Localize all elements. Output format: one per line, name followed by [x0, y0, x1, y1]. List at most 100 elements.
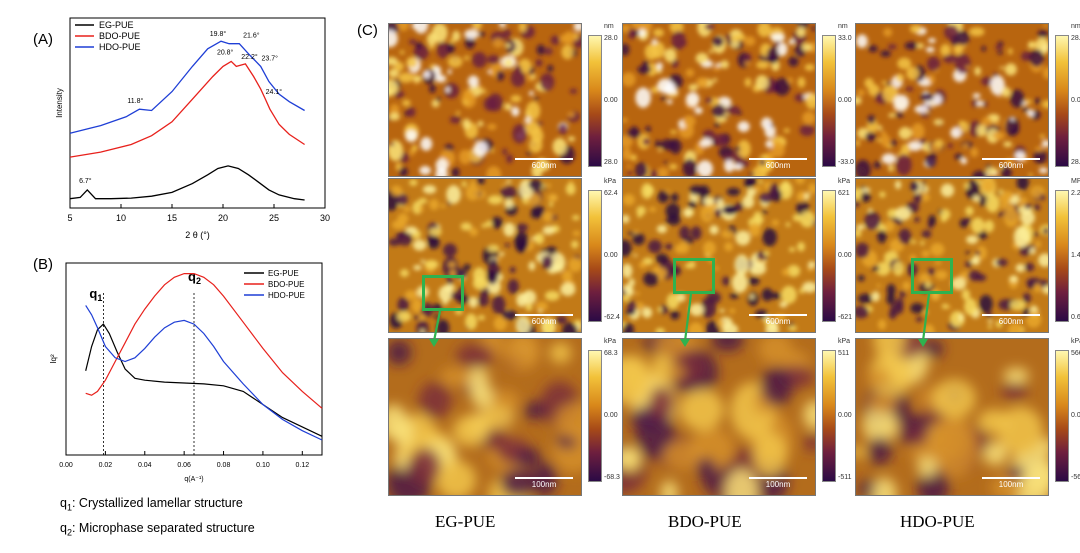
afm-feature — [447, 55, 463, 68]
afm-feature — [482, 89, 487, 94]
afm-feature — [400, 269, 409, 278]
afm-feature — [485, 220, 493, 228]
afm-feature — [1038, 167, 1048, 174]
afm-feature — [997, 95, 1002, 99]
afm-feature — [877, 319, 887, 330]
xrd-peak-label: 24.1° — [266, 88, 283, 96]
xrd-x-tick-label: 20 — [218, 213, 228, 223]
afm-feature — [642, 24, 653, 32]
xrd-peak-label: 6.7° — [79, 177, 92, 185]
afm-feature — [729, 39, 740, 49]
afm-features — [389, 24, 581, 176]
afm-feature — [880, 134, 891, 148]
afm-feature — [965, 251, 970, 255]
afm-feature — [921, 229, 932, 238]
afm-feature — [544, 290, 560, 301]
afm-feature — [941, 303, 949, 309]
afm-feature — [856, 229, 862, 238]
afm-feature — [631, 24, 646, 31]
scale-bar-label: 100nm — [531, 480, 557, 489]
colorbar-bottom-label: -566 — [1071, 474, 1080, 481]
afm-feature — [868, 45, 878, 53]
afm-feature — [744, 77, 752, 88]
xrd-peak-label: 21.6° — [243, 32, 260, 40]
afm-feature — [695, 457, 716, 478]
scale-bar: 600nm — [982, 314, 1040, 326]
afm-feature — [1009, 198, 1015, 204]
afm-feature — [660, 480, 679, 495]
afm-feature — [771, 219, 779, 226]
afm-feature — [755, 309, 768, 319]
afm-feature — [777, 42, 788, 56]
zoom-region-box — [911, 258, 953, 294]
scale-bar-line — [749, 477, 807, 479]
afm-feature — [685, 92, 700, 107]
afm-feature — [446, 185, 461, 204]
colorbar-top-label: 33.0 — [838, 35, 852, 42]
afm-feature — [469, 227, 478, 237]
afm-feature — [515, 315, 531, 332]
afm-feature — [477, 120, 484, 127]
xrd-peak-label: 22.2° — [241, 53, 258, 61]
afm-feature — [873, 339, 906, 360]
afm-feature — [917, 456, 938, 478]
afm-feature — [757, 24, 772, 38]
colorbar-top-label: 68.3 — [604, 350, 618, 357]
afm-feature — [920, 240, 925, 246]
afm-feature — [1033, 204, 1041, 211]
afm-feature — [1010, 117, 1015, 121]
afm-feature — [714, 122, 720, 128]
xrd-x-axis-label: 2 θ (°) — [185, 230, 210, 240]
afm-feature — [518, 58, 532, 74]
afm-feature — [779, 301, 788, 308]
afm-feature — [879, 191, 886, 198]
afm-feature — [856, 242, 870, 259]
afm-feature — [920, 92, 934, 102]
afm-feature — [925, 110, 931, 114]
afm-feature — [572, 230, 581, 237]
afm-feature — [389, 68, 399, 78]
colorbar-top-label: 62.4 — [604, 190, 618, 197]
afm-features — [389, 339, 581, 495]
afm-feature — [1009, 299, 1026, 311]
afm-feature — [1029, 49, 1044, 67]
scale-bar-label: 100nm — [765, 480, 791, 489]
colorbar-unit-label: kPa — [604, 178, 617, 185]
afm-feature — [982, 100, 988, 108]
afm-feature — [857, 274, 865, 282]
afm-feature — [995, 320, 1003, 328]
afm-feature — [504, 43, 512, 48]
afm-feature — [396, 311, 411, 322]
afm-feature — [910, 302, 924, 314]
afm-feature — [504, 103, 512, 111]
afm-feature — [1029, 246, 1036, 255]
afm-feature — [506, 154, 513, 164]
afm-feature — [746, 179, 758, 186]
afm-feature — [808, 183, 815, 195]
afm-feature — [758, 179, 763, 184]
afm-feature — [869, 351, 912, 398]
afm-feature — [748, 223, 761, 237]
afm-feature — [623, 24, 631, 33]
afm-feature — [496, 256, 502, 261]
afm-feature — [689, 185, 704, 196]
afm-feature — [628, 278, 635, 287]
afm-feature — [708, 49, 714, 54]
afm-feature — [420, 259, 425, 264]
afm-feature — [803, 400, 815, 430]
afm-feature — [885, 219, 895, 232]
afm-feature — [970, 147, 979, 158]
afm-feature — [807, 261, 815, 269]
afm-feature — [804, 63, 815, 71]
zoom-region-box — [673, 258, 715, 294]
afm-feature — [981, 179, 995, 193]
afm-feature — [722, 205, 738, 215]
afm-feature — [473, 137, 479, 141]
afm-feature — [955, 30, 970, 46]
saxs-ref-label-q1: q1 — [89, 286, 102, 303]
afm-feature — [939, 208, 951, 220]
afm-feature — [448, 261, 456, 268]
sample-label-bdo: BDO-PUE — [668, 512, 742, 531]
afm-feature — [694, 107, 703, 115]
saxs-legend-label-eg: EG-PUE — [268, 269, 299, 278]
